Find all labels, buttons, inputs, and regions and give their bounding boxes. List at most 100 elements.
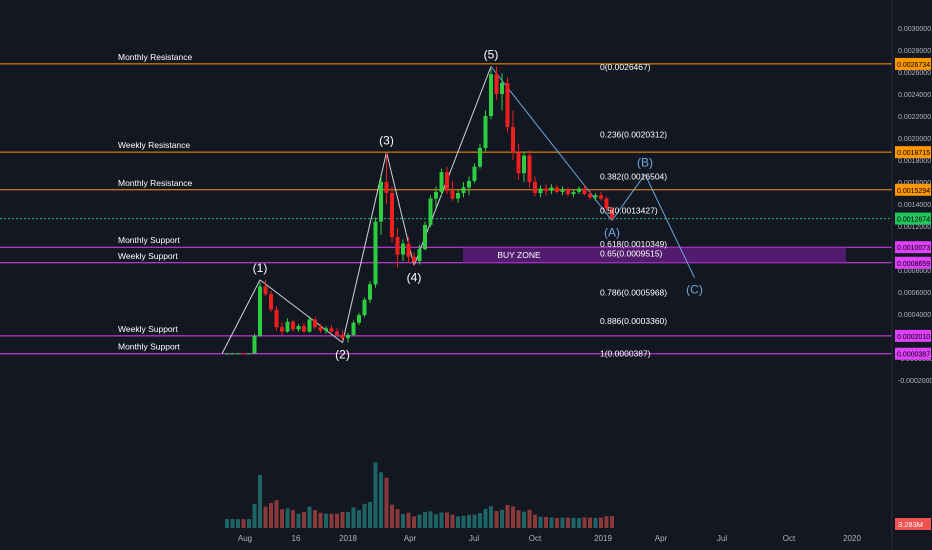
x-tick-label: Oct: [529, 534, 542, 543]
candle-body: [549, 187, 554, 191]
candle-body: [522, 155, 526, 174]
candle-body: [434, 191, 438, 199]
candle-body: [395, 237, 400, 255]
price-tag-label: 0.0008659: [897, 261, 930, 268]
volume-bar: [445, 512, 449, 528]
candle-body: [285, 321, 290, 332]
y-tick-label: -0.0002000: [898, 378, 932, 385]
candle-body: [362, 299, 367, 316]
volume-bar: [340, 511, 345, 528]
candle-body: [313, 319, 317, 328]
volume-bar: [417, 514, 422, 528]
candle-body: [307, 319, 312, 332]
price-tag: [895, 329, 931, 342]
candle-body: [302, 326, 306, 332]
volume-tag: [895, 518, 931, 530]
volume-bar: [335, 513, 339, 528]
candle-body: [280, 327, 284, 332]
candle-body: [467, 180, 471, 188]
candle-body: [241, 353, 246, 355]
volume-bar: [483, 508, 488, 528]
candle-body: [296, 326, 301, 330]
candle-body: [335, 331, 339, 335]
x-tick-label: 2019: [594, 534, 612, 543]
price-tag: [895, 212, 931, 225]
volume-bar: [313, 510, 317, 528]
volume-bar: [582, 517, 587, 528]
volume-bar: [236, 519, 240, 528]
volume-bar: [472, 514, 477, 528]
candle-body: [604, 198, 609, 209]
candle-body: [373, 221, 378, 285]
candle-body: [291, 321, 295, 330]
candle-body: [340, 334, 345, 339]
price-tag-label: 0.0000387: [897, 352, 930, 359]
candle-body: [247, 353, 251, 355]
candle-body: [258, 286, 262, 336]
candle-body: [439, 172, 444, 192]
volume-bar: [373, 462, 378, 528]
fib-label: 0.618(0.0010349): [600, 239, 667, 249]
x-tick-label: Apr: [404, 534, 417, 543]
volume-bar: [285, 508, 290, 528]
candle-body: [494, 74, 499, 94]
candle-body: [582, 188, 587, 195]
candle-body: [588, 194, 592, 198]
candle-body: [225, 353, 229, 355]
fib-label: 0(0.0026467): [600, 62, 651, 72]
candle-body: [269, 294, 273, 310]
y-tick-label: 0.0008000: [898, 268, 931, 275]
volume-bar: [450, 514, 455, 528]
y-tick-label: 0.0026000: [898, 70, 931, 77]
volume-bar: [280, 509, 284, 528]
y-tick-label: 0.0028000: [898, 48, 931, 55]
fib-label: 0.236(0.0020312): [600, 130, 667, 140]
volume-bar: [522, 511, 526, 528]
volume-bar: [384, 477, 389, 528]
volume-bar: [516, 510, 521, 528]
price-tag: [895, 347, 931, 360]
price-tag: [895, 57, 931, 70]
wave-label: (B): [637, 155, 653, 169]
volume-bar: [467, 514, 471, 528]
volume-bar: [252, 503, 257, 528]
candle-body: [571, 191, 576, 195]
candle-body: [489, 74, 493, 116]
volume-bar: [434, 514, 438, 528]
x-tick-label: Apr: [655, 534, 668, 543]
candle-body: [357, 315, 361, 323]
candle-body: [593, 195, 598, 198]
candle-body: [555, 187, 559, 192]
candle-body: [252, 336, 257, 354]
volume-bar: [247, 519, 251, 528]
volume-bar: [225, 519, 229, 528]
volume-bar: [549, 517, 554, 528]
y-tick-label: 0.0020000: [898, 136, 931, 143]
candle-body: [423, 224, 427, 250]
candle-body: [516, 152, 521, 174]
x-tick-label: Jul: [717, 534, 727, 543]
candle-body: [610, 208, 614, 219]
volume-bar: [423, 512, 427, 528]
candle-body: [406, 243, 411, 257]
volume-bar: [329, 513, 334, 528]
y-tick-label: 0.0016000: [898, 180, 931, 187]
candle-body: [428, 198, 433, 225]
volume-bar: [390, 504, 394, 528]
y-tick-label: 0.0004000: [898, 312, 931, 319]
candle-body: [384, 182, 389, 193]
candle-body: [472, 166, 477, 181]
wave-label: (A): [604, 226, 620, 240]
price-tag: [895, 256, 931, 269]
candle-body: [318, 327, 323, 331]
volume-bar: [555, 517, 559, 528]
volume-bar: [538, 516, 543, 528]
candle-body: [346, 334, 350, 339]
candle-body: [263, 286, 268, 295]
volume-bar: [291, 510, 295, 528]
volume-bar: [604, 516, 609, 528]
level-label: Monthly Support: [118, 342, 181, 352]
